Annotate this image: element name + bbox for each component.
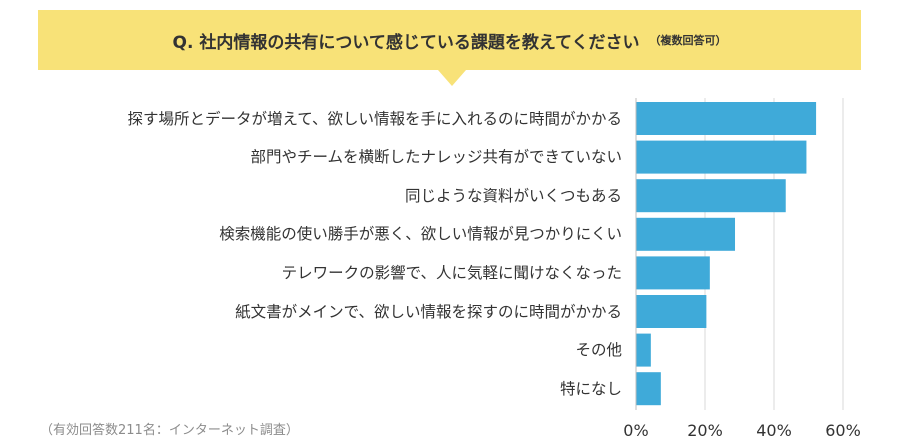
category-label-0: 探す場所とデータが増えて、欲しい情報を手に入れるのに時間がかかる <box>127 109 622 128</box>
category-label-6: その他 <box>575 341 622 360</box>
question-title: Q. 社内情報の共有について感じている課題を教えてください <box>172 32 640 53</box>
footnote: （有効回答数211名：インターネット調査） <box>40 423 299 438</box>
x-tick-label-0: 0% <box>623 421 648 440</box>
x-tick-label-3: 60% <box>825 421 861 440</box>
banner-pointer <box>438 70 466 86</box>
category-label-7: 特になし <box>559 379 622 398</box>
category-label-5: 紙文書がメインで、欲しい情報を探すのに時間がかかる <box>235 302 622 321</box>
category-label-1: 部門やチームを横断したナレッジ共有ができていない <box>250 148 622 167</box>
bar-2 <box>636 179 786 213</box>
bar-4 <box>636 256 710 290</box>
bar-1 <box>636 140 807 174</box>
bar-7 <box>636 372 661 406</box>
question-banner <box>38 10 861 70</box>
x-tick-label-2: 40% <box>756 421 792 440</box>
bar-6 <box>636 333 651 367</box>
x-tick-label-1: 20% <box>687 421 723 440</box>
category-label-4: テレワークの影響で、人に気軽に聞けなくなった <box>281 263 622 282</box>
bar-3 <box>636 217 736 251</box>
category-label-2: 同じような資料がいくつもある <box>404 186 622 205</box>
category-label-3: 検索機能の使い勝手が悪く、欲しい情報が見つかりにくい <box>219 225 622 244</box>
bar-0 <box>636 102 817 135</box>
question-banner-text: Q. 社内情報の共有について感じている課題を教えてください （複数回答可） <box>38 10 861 70</box>
question-note: （複数回答可） <box>649 34 727 47</box>
bar-5 <box>636 295 707 328</box>
